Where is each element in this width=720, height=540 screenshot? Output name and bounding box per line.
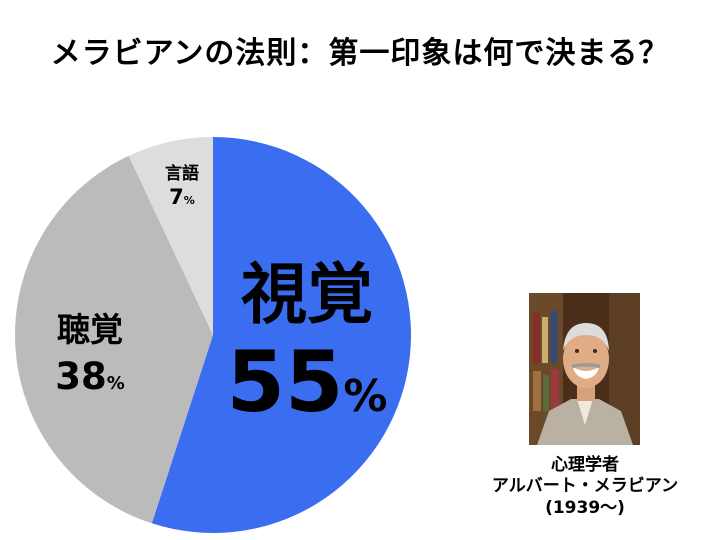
pie-slice-verbal [128,137,213,335]
caption-years: (1939〜) [545,497,625,518]
slice-name-visual: 視覚 [241,256,373,333]
slice-label-auditory: 聴覚 38% [30,313,150,395]
slice-label-visual: 視覚 55% [222,256,392,431]
pie-slice-visual [151,137,411,533]
slice-name-auditory: 聴覚 [57,310,123,349]
slice-label-verbal: 言語 7% [152,166,212,208]
portrait-caption: 心理学者 アルバート・メラビアン (1939〜) [470,455,700,519]
slice-value-visual: 55% [226,333,388,431]
mehrabian-portrait-photo [529,293,640,445]
pie-slice-auditory [14,155,213,524]
slice-value-verbal: 7% [169,185,195,209]
caption-role: 心理学者 [551,455,619,475]
caption-name: アルバート・メラビアン [491,476,679,497]
slice-value-auditory: 38% [55,355,125,398]
slice-name-verbal: 言語 [165,164,199,184]
chart-title: メラビアンの法則：第一印象は何で決まる？ [50,36,670,71]
